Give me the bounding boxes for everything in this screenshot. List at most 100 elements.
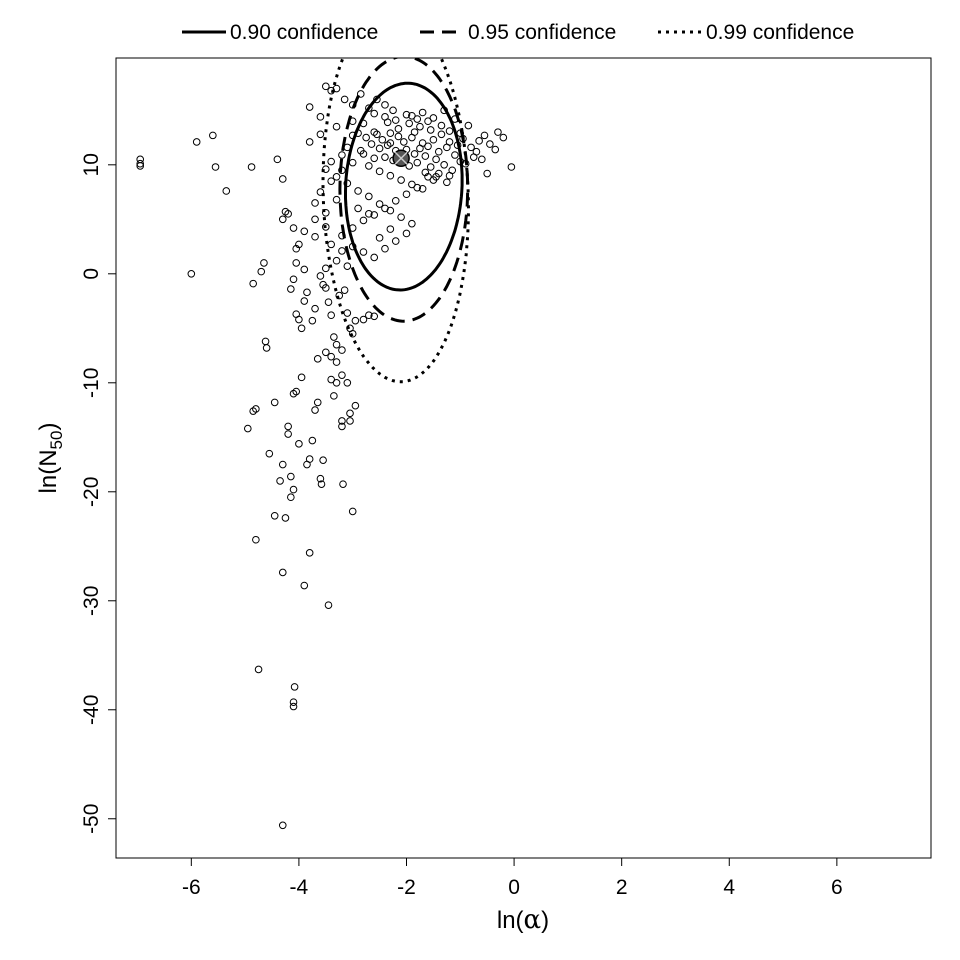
data-point xyxy=(405,162,413,170)
data-point xyxy=(211,163,220,171)
data-point xyxy=(289,698,298,706)
data-point xyxy=(343,179,352,188)
data-point xyxy=(338,151,346,159)
y-tick-label: -50 xyxy=(80,804,103,834)
data-point xyxy=(370,253,379,262)
data-point xyxy=(391,196,400,205)
data-point xyxy=(316,272,325,280)
data-point xyxy=(394,132,403,141)
data-point xyxy=(464,121,473,130)
data-point xyxy=(192,138,201,146)
data-point xyxy=(316,113,325,121)
data-point xyxy=(486,140,494,148)
data-point xyxy=(365,162,373,170)
data-point xyxy=(391,116,400,124)
data-point xyxy=(424,117,432,126)
data-point xyxy=(483,169,491,178)
data-point xyxy=(394,125,403,133)
data-point xyxy=(330,392,338,400)
data-point xyxy=(222,187,231,195)
data-point xyxy=(437,130,446,139)
data-point xyxy=(322,264,330,273)
data-point xyxy=(297,373,306,382)
data-point xyxy=(373,130,381,139)
data-point xyxy=(381,244,389,253)
data-point xyxy=(365,311,373,320)
data-point xyxy=(443,178,451,187)
data-point xyxy=(386,171,395,180)
data-point xyxy=(467,143,475,152)
data-point xyxy=(413,115,422,123)
data-point xyxy=(284,422,292,431)
data-point xyxy=(257,267,266,276)
data-point xyxy=(391,237,400,245)
data-point xyxy=(469,153,478,161)
plot-frame xyxy=(115,57,932,859)
legend-label: 0.95 confidence xyxy=(468,21,616,44)
data-point xyxy=(429,135,438,144)
data-point xyxy=(408,180,416,189)
data-point xyxy=(287,493,295,502)
data-point xyxy=(327,240,335,249)
data-point xyxy=(448,166,457,175)
data-point xyxy=(397,213,405,221)
y-tick-label: -30 xyxy=(80,586,103,616)
data-point xyxy=(421,152,430,160)
data-point xyxy=(273,155,282,164)
data-point xyxy=(295,440,303,448)
data-point xyxy=(136,162,145,170)
data-point xyxy=(445,138,454,146)
data-point xyxy=(284,210,292,218)
data-point xyxy=(410,150,419,158)
data-point xyxy=(313,398,322,407)
data-point xyxy=(339,480,347,488)
data-point xyxy=(278,821,287,830)
data-point xyxy=(305,138,314,146)
data-point xyxy=(278,215,287,224)
y-tick-label: -10 xyxy=(80,368,103,398)
data-point xyxy=(440,106,448,115)
data-point xyxy=(456,129,465,138)
data-point xyxy=(295,315,303,324)
data-points xyxy=(136,82,516,830)
data-point xyxy=(322,82,330,91)
data-point xyxy=(305,455,314,463)
data-point xyxy=(338,247,346,255)
data-point xyxy=(308,436,317,445)
data-point xyxy=(276,477,284,485)
data-point xyxy=(243,424,252,433)
data-point xyxy=(402,229,411,238)
data-point xyxy=(434,147,443,156)
data-point xyxy=(316,130,325,139)
data-point xyxy=(338,417,346,425)
data-point xyxy=(348,224,357,232)
data-point xyxy=(311,232,319,241)
y-tick-label: 0 xyxy=(80,268,103,280)
data-point xyxy=(375,144,384,153)
data-point xyxy=(317,480,326,488)
data-point xyxy=(340,95,349,104)
x-tick-label: -6 xyxy=(182,876,201,899)
data-point xyxy=(429,114,438,122)
data-point xyxy=(413,158,422,167)
data-point xyxy=(359,315,368,324)
data-point xyxy=(319,456,327,464)
data-point xyxy=(365,192,373,201)
data-point xyxy=(432,155,440,164)
data-point xyxy=(348,242,357,251)
data-point xyxy=(410,128,419,136)
point-estimate xyxy=(392,149,410,168)
data-point xyxy=(187,270,196,278)
data-point xyxy=(338,422,346,431)
data-point xyxy=(332,358,341,366)
data-point xyxy=(348,131,357,140)
x-axis: -6 -4 -2 0 2 4 6 xyxy=(182,857,843,899)
data-point xyxy=(445,127,454,135)
x-tick-label: -2 xyxy=(397,876,416,899)
data-point xyxy=(247,163,256,171)
data-point xyxy=(300,581,309,590)
data-point xyxy=(278,460,287,469)
data-point xyxy=(254,665,263,674)
data-point xyxy=(300,297,309,305)
